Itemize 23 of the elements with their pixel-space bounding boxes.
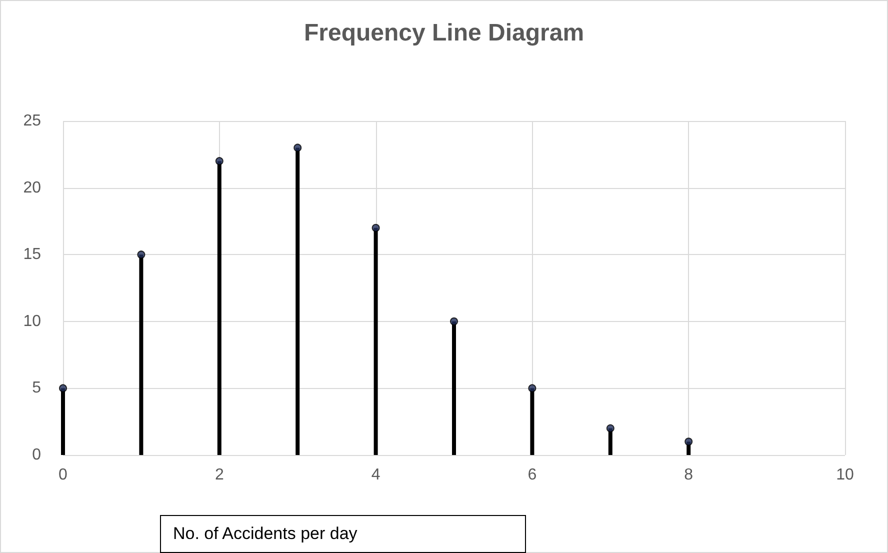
point (528, 384, 536, 392)
point (137, 250, 146, 259)
x-tick-label: 6 (528, 466, 537, 484)
point (606, 424, 614, 432)
x-tick-label: 10 (836, 466, 854, 484)
x-axis-title: No. of Accidents per day (160, 515, 526, 553)
point (684, 438, 693, 446)
y-tick-label: 0 (32, 446, 42, 464)
x-tick-label: 8 (684, 466, 694, 484)
point (215, 157, 224, 166)
y-tick-label: 20 (23, 179, 42, 196)
y-tick-label: 5 (32, 380, 42, 397)
chart-title: Frequency Line Diagram (304, 20, 584, 46)
point (372, 224, 380, 232)
y-tick-label: 15 (23, 246, 42, 264)
point (59, 384, 67, 392)
x-tick-label: 0 (58, 466, 68, 484)
y-tick-label: 10 (23, 312, 42, 330)
point (294, 144, 302, 152)
x-tick-label: 4 (371, 466, 380, 484)
y-tick-label: 25 (23, 112, 42, 130)
x-tick-label: 2 (214, 466, 224, 484)
point (450, 317, 458, 326)
